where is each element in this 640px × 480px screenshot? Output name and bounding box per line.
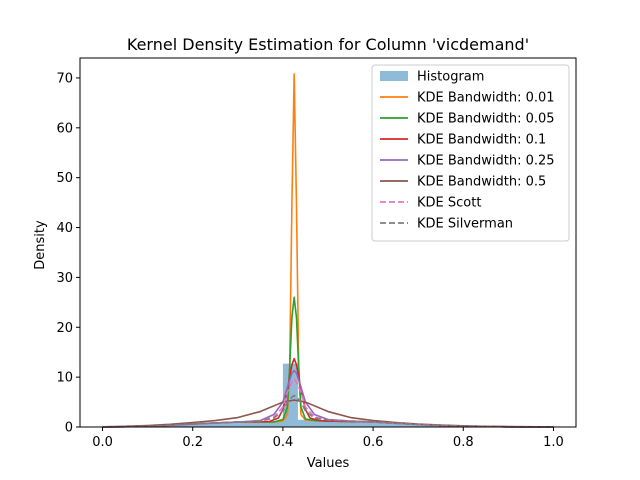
x-tick-label: 0.6 — [363, 435, 384, 450]
y-tick-label: 0 — [65, 421, 73, 436]
legend: Histogram KDE Bandwidth: 0.01 KDE Bandwidt… — [371, 64, 570, 242]
x-tick-label: 0.0 — [92, 435, 113, 450]
histogram-bar — [192, 423, 208, 427]
legend-label: KDE Bandwidth: 0.1 — [417, 133, 546, 148]
kde-series-layer — [102, 73, 554, 428]
histogram-bar — [328, 421, 344, 427]
histogram-bar — [162, 425, 178, 427]
y-tick-label: 40 — [56, 221, 73, 236]
legend-box — [371, 64, 570, 242]
legend-label: KDE Bandwidth: 0.25 — [417, 154, 555, 169]
y-axis: 0 10 20 30 40 50 60 70 — [56, 71, 80, 436]
histogram-bar — [312, 420, 328, 427]
histogram-bar — [403, 424, 419, 427]
histogram-bar — [433, 425, 449, 427]
histogram-bar — [207, 422, 223, 427]
plot-frame — [79, 57, 577, 428]
legend-label: KDE Bandwidth: 0.05 — [417, 112, 555, 127]
histogram-bar — [222, 421, 238, 427]
legend-label: KDE Bandwidth: 0.01 — [417, 91, 555, 106]
x-axis-label: Values — [307, 456, 350, 471]
histogram-bar — [297, 419, 313, 427]
histogram-bar — [267, 421, 283, 427]
y-tick-label: 60 — [56, 121, 73, 136]
x-tick-label: 0.4 — [273, 435, 294, 450]
x-tick-label: 1.0 — [543, 435, 564, 450]
y-axis-label: Density — [33, 220, 48, 270]
y-tick-label: 70 — [56, 71, 73, 86]
y-tick-label: 10 — [56, 371, 73, 386]
x-tick-label: 0.2 — [182, 435, 203, 450]
histogram-bar — [388, 423, 404, 427]
kde-series-line-6 — [102, 378, 554, 428]
histogram-bar — [252, 421, 268, 427]
legend-label: Histogram — [417, 70, 484, 85]
chart-title: Kernel Density Estimation for Column 'vi… — [127, 35, 529, 54]
histogram-bar — [177, 424, 193, 427]
histogram-bar — [343, 421, 359, 427]
legend-swatch-histogram — [380, 71, 408, 81]
histogram-bar — [418, 425, 434, 427]
y-tick-label: 20 — [56, 321, 73, 336]
x-tick-label: 0.8 — [453, 435, 474, 450]
legend-label: KDE Scott — [417, 196, 481, 211]
histogram-bar — [237, 421, 253, 427]
legend-label: KDE Bandwidth: 0.5 — [417, 175, 546, 190]
x-axis: 0.0 0.2 0.4 0.6 0.8 1.0 — [92, 427, 564, 450]
histogram-bar — [358, 422, 374, 427]
y-tick-label: 50 — [56, 171, 73, 186]
legend-label: KDE Silverman — [417, 217, 513, 232]
y-tick-label: 30 — [56, 271, 73, 286]
histogram-bar — [373, 422, 389, 427]
